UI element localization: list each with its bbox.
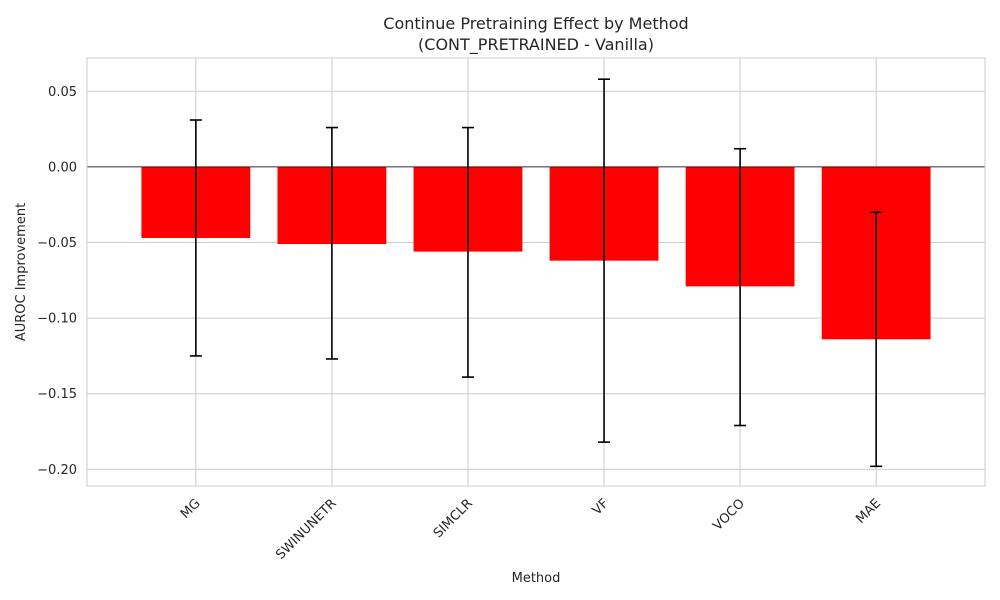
- y-tick-label: −0.05: [37, 236, 77, 251]
- error-bar-layer: [189, 78, 883, 468]
- y-tick-label: −0.20: [37, 463, 77, 478]
- y-tick-labels: 0.05 0.00 −0.05 −0.10 −0.15 −0.20: [37, 85, 77, 478]
- plot-frame: [86, 57, 986, 487]
- x-axis-label: Method: [512, 571, 561, 586]
- y-tick-label: 0.00: [48, 160, 77, 175]
- chart-title: Continue Pretraining Effect by Method: [383, 14, 688, 33]
- y-tick-label: −0.15: [37, 387, 77, 402]
- y-tick-label: −0.10: [37, 312, 77, 327]
- y-axis-label: AUROC Improvement: [14, 203, 29, 341]
- chart-subtitle: (CONT_PRETRAINED - Vanilla): [418, 35, 654, 55]
- y-tick-label: 0.05: [48, 85, 77, 100]
